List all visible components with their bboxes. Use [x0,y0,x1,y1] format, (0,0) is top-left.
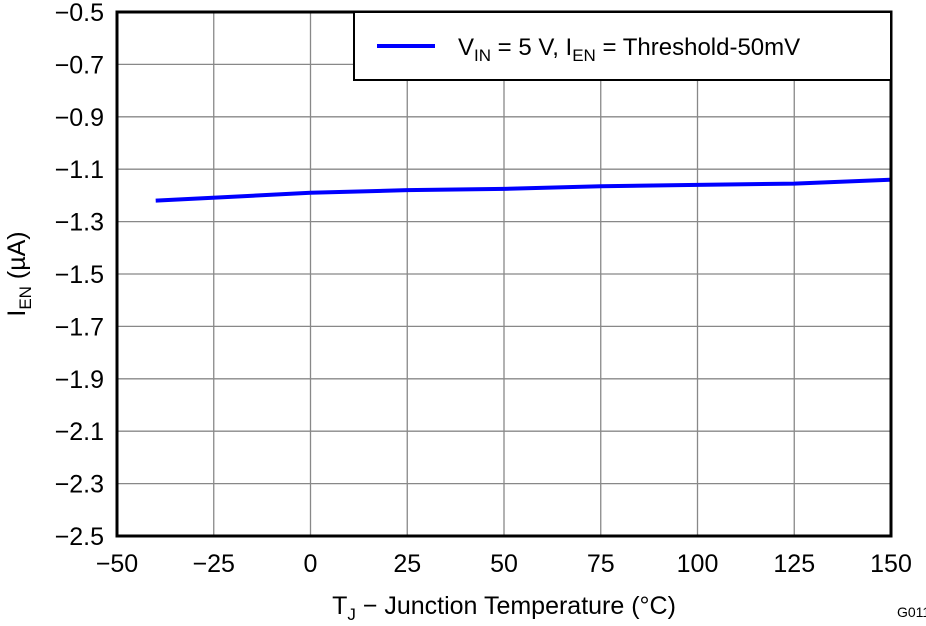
tick-labels: −50 −25 0 25 50 75 100 125 150 −0.5 −0.7 −0.9 −1.1 −1… [55,0,912,578]
grid [116,11,892,537]
y-tick-label: −1.3 [55,209,104,237]
x-tick-label: 125 [773,550,815,578]
y-tick-label: −0.9 [55,104,104,132]
x-tick-label: 100 [677,550,719,578]
x-tick-label: 50 [490,550,518,578]
x-tick-label: 75 [587,550,615,578]
x-tick-label: −50 [96,550,138,578]
y-tick-label: −2.3 [55,471,104,499]
x-axis-label: TJ − Junction Temperature (°C) [332,592,676,621]
x-tick-label: −25 [193,550,235,578]
legend-label: VIN = 5 V, IEN = Threshold-50mV [458,34,800,65]
series [155,177,892,203]
y-tick-label: −2.5 [55,523,104,551]
legend-box [353,11,892,81]
y-axis-label: IEN (µA) [3,231,35,316]
series-line [155,177,892,203]
y-tick-label: −2.1 [55,418,104,446]
x-tick-label: 0 [304,550,318,578]
legend: VIN = 5 V, IEN = Threshold-50mV [353,11,892,81]
figure-id: G011 [897,604,926,620]
y-tick-label: −1.7 [55,313,104,341]
x-tick-label: 150 [870,550,912,578]
y-tick-label: −0.5 [55,0,104,27]
y-tick-label: −0.7 [55,51,104,79]
y-tick-label: −1.1 [55,156,104,184]
x-tick-label: 25 [393,550,421,578]
y-tick-label: −1.5 [55,261,104,289]
y-tick-label: −1.9 [55,366,104,394]
